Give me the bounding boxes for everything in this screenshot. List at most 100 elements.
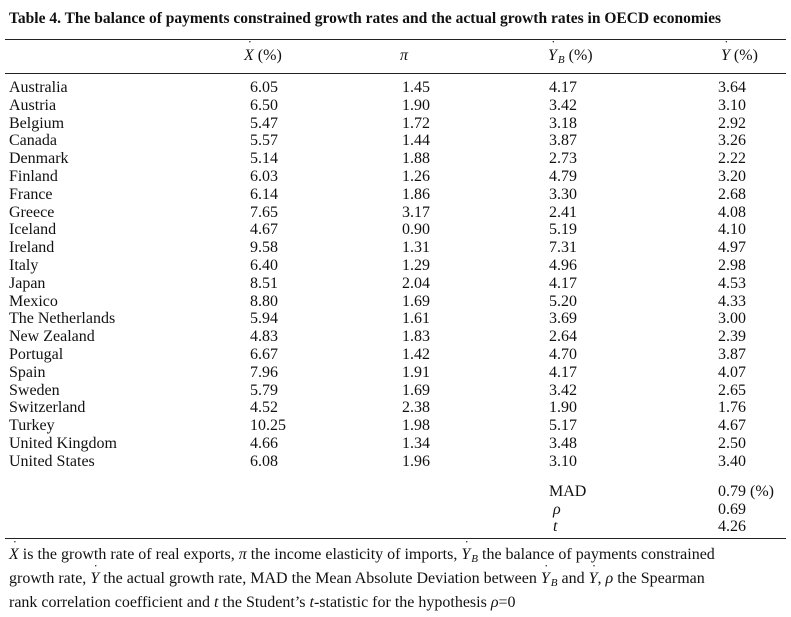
footnote-line-2: growth rate, Y ˙ the actual growth rate, … <box>9 563 705 589</box>
country-cell: Spain <box>9 363 46 381</box>
table-row: Spain 7.96 1.91 4.17 4.07 <box>0 364 791 382</box>
bop-growth-cell: 1.90 <box>549 399 577 417</box>
country-cell: Belgium <box>9 114 65 132</box>
actual-growth-cell: 1.76 <box>718 399 746 417</box>
bop-growth-cell: 3.42 <box>549 381 577 399</box>
note-y-symbol: Y ˙ <box>588 563 598 587</box>
summary-statistics: MAD 0.79 (%) ρ 0.69 t 4.26 <box>0 483 791 536</box>
note-yb-symbol: Y ˙ <box>540 563 550 587</box>
table-row: Denmark 5.14 1.88 2.73 2.22 <box>0 150 791 168</box>
actual-growth-cell: 3.64 <box>718 79 746 96</box>
actual-growth-cell: 4.33 <box>718 292 746 310</box>
note-yb-symbol: Y ˙ <box>461 539 471 563</box>
export-growth-cell: 6.05 <box>250 79 278 96</box>
rho-label: ρ <box>553 500 561 518</box>
income-elasticity-cell: 1.83 <box>402 328 430 346</box>
bop-growth-cell: 2.41 <box>549 203 577 221</box>
actual-growth-cell: 3.26 <box>718 132 746 150</box>
export-growth-cell: 4.83 <box>250 328 278 346</box>
table-row: Austria 6.50 1.90 3.42 3.10 <box>0 97 791 115</box>
header-y-unit: (%) <box>729 47 758 64</box>
country-cell: Denmark <box>9 150 69 168</box>
income-elasticity-cell: 1.42 <box>402 345 430 363</box>
country-cell: The Netherlands <box>9 310 116 328</box>
bop-growth-cell: 3.87 <box>549 132 577 150</box>
income-elasticity-cell: 1.44 <box>402 132 430 150</box>
bop-growth-cell: 3.48 <box>549 434 577 452</box>
header-bop-growth: Y ˙ B (%) <box>548 39 593 66</box>
table-row: Australia 6.05 1.45 4.17 3.64 <box>0 79 791 97</box>
stat-row-mad: MAD 0.79 (%) <box>0 483 791 501</box>
header-income-elasticity: π <box>400 47 409 64</box>
actual-growth-cell: 4.10 <box>718 221 746 239</box>
export-growth-cell: 4.52 <box>250 399 278 417</box>
export-growth-cell: 5.14 <box>250 150 278 168</box>
header-yb-symbol: Y ˙ <box>548 39 557 64</box>
table-row: Portugal 6.67 1.42 4.70 3.87 <box>0 346 791 364</box>
export-growth-cell: 6.03 <box>250 167 278 185</box>
export-growth-cell: 7.65 <box>250 203 278 221</box>
income-elasticity-cell: 1.61 <box>402 310 430 328</box>
export-growth-cell: 5.47 <box>250 114 278 132</box>
bop-growth-cell: 7.31 <box>549 239 577 257</box>
bottom-rule <box>5 538 786 539</box>
country-cell: Canada <box>9 132 57 150</box>
country-cell: United Kingdom <box>9 434 117 452</box>
income-elasticity-cell: 1.45 <box>402 79 430 96</box>
export-growth-cell: 9.58 <box>250 239 278 257</box>
country-cell: Sweden <box>9 381 60 399</box>
country-cell: France <box>9 185 53 203</box>
country-cell: Japan <box>9 274 46 292</box>
actual-growth-cell: 2.39 <box>718 328 746 346</box>
actual-growth-cell: 4.08 <box>718 203 746 221</box>
income-elasticity-cell: 0.90 <box>402 221 430 239</box>
export-growth-cell: 4.67 <box>250 221 278 239</box>
income-elasticity-cell: 1.98 <box>402 417 430 435</box>
table-row: Finland 6.03 1.26 4.79 3.20 <box>0 168 791 186</box>
bop-growth-cell: 3.18 <box>549 114 577 132</box>
dot-accent: ˙ <box>543 563 549 578</box>
actual-growth-cell: 4.53 <box>718 274 746 292</box>
stat-row-rho: ρ 0.69 <box>0 501 791 519</box>
table-footnote: X ˙ is the growth rate of real exports, π… <box>9 539 784 612</box>
table-row: Ireland 9.58 1.31 7.31 4.97 <box>0 239 791 257</box>
mad-value: 0.79 (%) <box>718 483 774 500</box>
bop-growth-cell: 4.17 <box>549 274 577 292</box>
income-elasticity-cell: 1.26 <box>402 167 430 185</box>
country-cell: Iceland <box>9 221 57 239</box>
actual-growth-cell: 3.00 <box>718 310 746 328</box>
header-export-growth: X ˙ (%) <box>244 39 282 65</box>
country-cell: Finland <box>9 167 58 185</box>
country-cell: Ireland <box>9 239 55 257</box>
income-elasticity-cell: 1.31 <box>402 239 430 257</box>
country-cell: Switzerland <box>9 399 86 417</box>
table-row: Mexico 8.80 1.69 5.20 4.33 <box>0 293 791 311</box>
actual-growth-cell: 4.07 <box>718 363 746 381</box>
dot-accent: ˙ <box>93 563 99 578</box>
export-growth-cell: 8.80 <box>250 292 278 310</box>
export-growth-cell: 5.94 <box>250 310 278 328</box>
table-row: United States 6.08 1.96 3.10 3.40 <box>0 453 791 471</box>
export-growth-cell: 7.96 <box>250 363 278 381</box>
income-elasticity-cell: 1.96 <box>402 452 430 470</box>
header-x-symbol: X ˙ <box>244 39 254 64</box>
actual-growth-cell: 3.20 <box>718 167 746 185</box>
header-rule <box>5 73 786 74</box>
t-value: 4.26 <box>718 518 746 535</box>
income-elasticity-cell: 1.88 <box>402 150 430 168</box>
table-row: United Kingdom 4.66 1.34 3.48 2.50 <box>0 435 791 453</box>
table-row: Italy 6.40 1.29 4.96 2.98 <box>0 257 791 275</box>
table-row: The Netherlands 5.94 1.61 3.69 3.00 <box>0 310 791 328</box>
dot-accent: ˙ <box>12 539 18 554</box>
bop-growth-cell: 2.64 <box>549 328 577 346</box>
bop-growth-cell: 5.20 <box>549 292 577 310</box>
export-growth-cell: 6.40 <box>250 256 278 274</box>
income-elasticity-cell: 1.34 <box>402 434 430 452</box>
income-elasticity-cell: 1.69 <box>402 381 430 399</box>
header-actual-growth: Y ˙ (%) <box>721 39 758 65</box>
export-growth-cell: 10.25 <box>250 417 286 435</box>
actual-growth-cell: 3.87 <box>718 345 746 363</box>
stat-row-t: t 4.26 <box>0 518 791 536</box>
country-cell: New Zealand <box>9 328 95 346</box>
bop-growth-cell: 3.10 <box>549 452 577 470</box>
